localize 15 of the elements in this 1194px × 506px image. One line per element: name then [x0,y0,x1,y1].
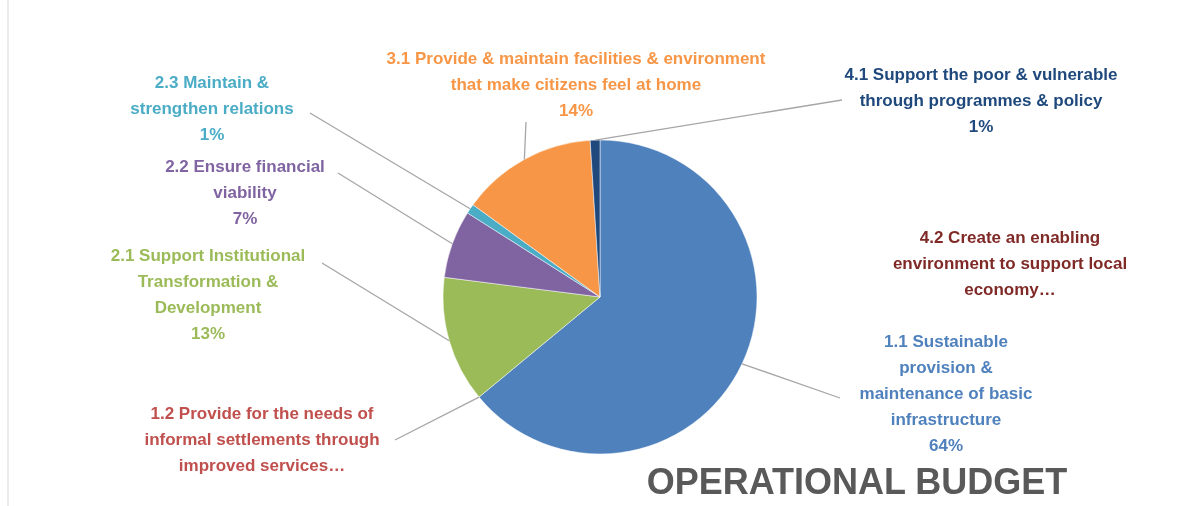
slice-label: 2.3 Maintain & strengthen relations [130,73,294,118]
data-label: 1% [199,125,225,144]
data-label: 7% [232,209,258,228]
category-label: 1.2 Provide for the needs of informal settlements through improved services… [144,404,380,475]
category-label: 4.2 Create an enabling environment to support local economy… [892,228,1128,299]
slice-label: 3.1 Provide & maintain facilities & environment that make citizens feel at home [386,49,766,94]
slice-label: 2.1 Support Institutional Transformation & Development [110,246,306,317]
text: OPERATIONAL BUDGET [646,461,1068,502]
data-label: 64% [928,436,964,455]
slice-label: 2.2 Ensure financial viability [165,157,325,202]
data-label: 1% [968,117,994,136]
data-label: 14% [558,101,594,120]
slice-label: 1.1 Sustainable provision & maintenance of basic infrastructure [859,332,1033,429]
slice-label: 4.1 Support the poor & vulnerable through programmes & policy [844,65,1118,110]
data-label: 13% [190,324,226,343]
